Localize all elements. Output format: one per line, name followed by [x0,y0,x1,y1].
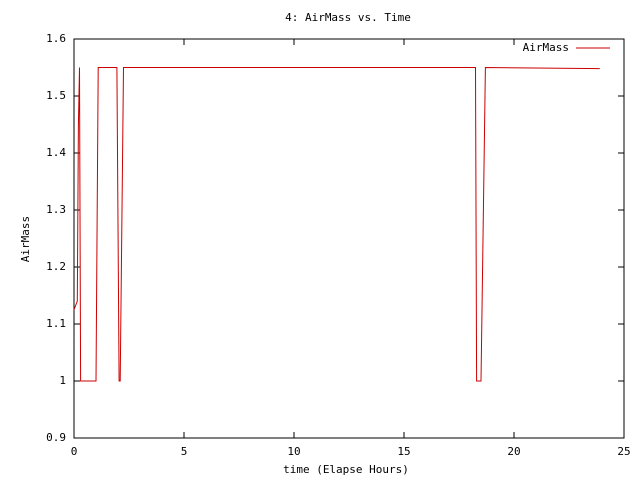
y-tick-label: 0.9 [46,431,66,444]
chart-title: 4: AirMass vs. Time [285,11,411,24]
data-line [73,66,600,382]
x-tick-label: 5 [181,445,188,458]
x-tick-label: 10 [287,445,300,458]
y-tick-label: 1.1 [46,317,66,330]
y-tick-label: 1.2 [46,260,66,273]
legend-label: AirMass [523,41,569,54]
y-axis-label: AirMass [19,216,32,262]
x-tick-label: 0 [71,445,78,458]
y-tick-label: 1.3 [46,203,66,216]
plot-frame [73,38,625,439]
x-tick-label: 15 [397,445,410,458]
y-tick-label: 1.5 [46,89,66,102]
x-tick-label: 25 [617,445,630,458]
y-tick-label: 1.4 [46,146,66,159]
y-tick-label: 1 [59,374,66,387]
x-tick-label: 20 [507,445,520,458]
y-tick-label: 1.6 [46,32,66,45]
x-axis-label: time (Elapse Hours) [283,463,409,476]
